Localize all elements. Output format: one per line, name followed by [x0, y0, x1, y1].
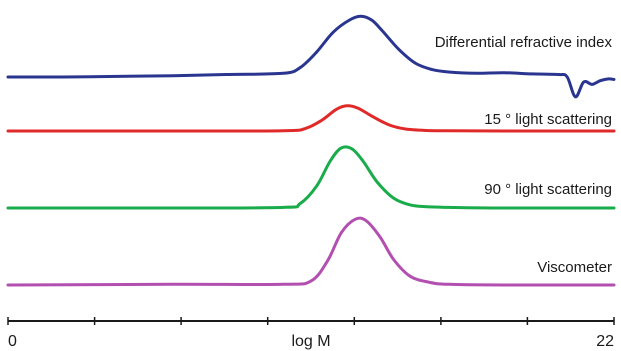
x-tick-label-min: 0	[8, 333, 17, 350]
series-label-90-light-scattering: 90 ° light scattering	[484, 181, 612, 198]
series-label-differential-refractive-index: Differential refractive index	[435, 34, 613, 51]
series-label-viscometer: Viscometer	[537, 259, 612, 276]
x-axis: 0 log M 22	[7, 317, 615, 350]
series-labels: Differential refractive index 15 ° light…	[435, 34, 613, 276]
trace-15-light-scattering	[6, 104, 616, 133]
traces	[6, 14, 616, 287]
x-axis-ticks	[7, 317, 615, 325]
x-tick-label-max: 22	[596, 333, 614, 350]
x-axis-label: log M	[291, 333, 330, 350]
trace-differential-refractive-index	[6, 14, 616, 99]
series-label-15-light-scattering: 15 ° light scattering	[484, 111, 612, 128]
trace-90-light-scattering	[6, 145, 616, 210]
trace-viscometer	[6, 216, 616, 287]
